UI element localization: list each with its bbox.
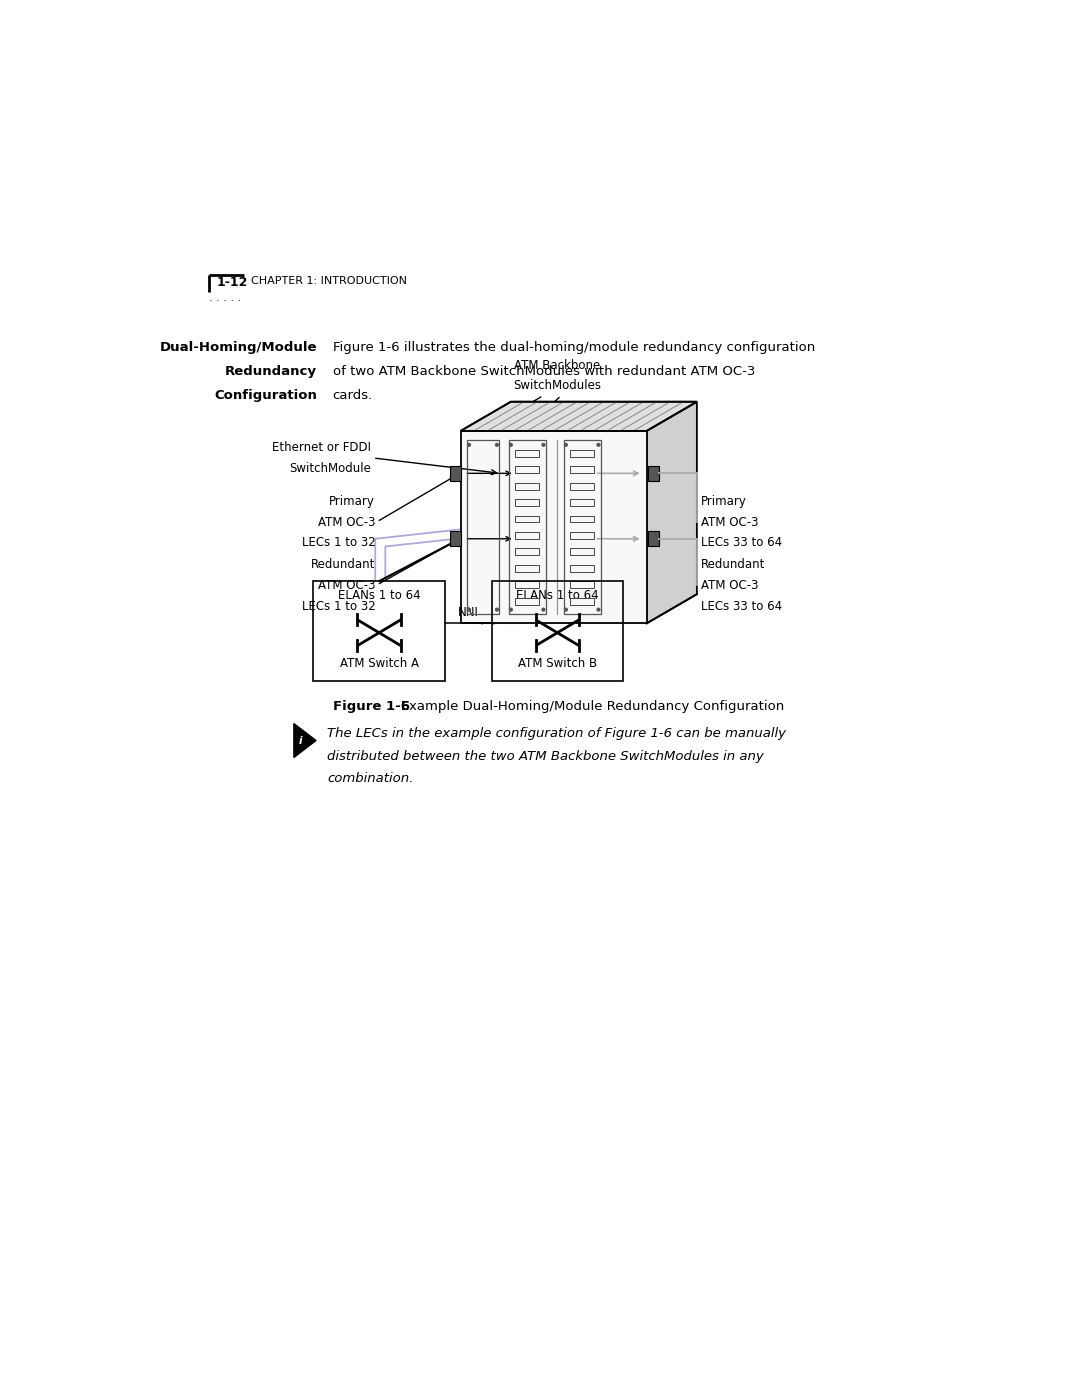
Circle shape bbox=[597, 443, 599, 446]
Bar bbox=[515, 549, 539, 556]
Text: The LECs in the example configuration of Figure 1-6 can be manually: The LECs in the example configuration of… bbox=[327, 728, 786, 740]
Bar bbox=[449, 465, 460, 481]
Circle shape bbox=[510, 608, 512, 610]
Circle shape bbox=[468, 443, 471, 446]
Bar bbox=[467, 440, 499, 615]
Bar bbox=[515, 467, 539, 474]
Text: of two ATM Backbone SwitchModules with redundant ATM OC-3: of two ATM Backbone SwitchModules with r… bbox=[333, 365, 755, 377]
Bar bbox=[570, 532, 594, 539]
Text: Example Dual-Homing/Module Redundancy Configuration: Example Dual-Homing/Module Redundancy Co… bbox=[389, 700, 785, 714]
Text: i: i bbox=[298, 735, 301, 746]
Bar bbox=[570, 564, 594, 571]
Text: ATM Switch B: ATM Switch B bbox=[517, 658, 597, 671]
Text: Primary: Primary bbox=[701, 495, 746, 509]
Text: CHAPTER 1: INTRODUCTION: CHAPTER 1: INTRODUCTION bbox=[252, 277, 407, 286]
Circle shape bbox=[496, 443, 498, 446]
Text: · · · · ·: · · · · · bbox=[208, 296, 241, 306]
Bar bbox=[515, 598, 539, 605]
Bar bbox=[515, 515, 539, 522]
Text: LECs 1 to 32: LECs 1 to 32 bbox=[301, 599, 375, 613]
Text: Ethernet or FDDI: Ethernet or FDDI bbox=[272, 441, 372, 454]
Text: Redundancy: Redundancy bbox=[225, 365, 318, 377]
Bar bbox=[515, 482, 539, 489]
Bar bbox=[515, 581, 539, 588]
Bar bbox=[515, 532, 539, 539]
Bar bbox=[570, 499, 594, 506]
Text: SwitchModule: SwitchModule bbox=[289, 462, 372, 475]
Text: LECs 33 to 64: LECs 33 to 64 bbox=[701, 599, 782, 613]
Polygon shape bbox=[647, 402, 697, 623]
Text: Figure 1-6: Figure 1-6 bbox=[333, 700, 409, 714]
Bar bbox=[491, 581, 623, 682]
Text: Primary: Primary bbox=[329, 495, 375, 509]
Polygon shape bbox=[460, 402, 697, 432]
Text: Dual-Homing/Module: Dual-Homing/Module bbox=[160, 341, 318, 353]
Text: ELANs 1 to 64: ELANs 1 to 64 bbox=[516, 588, 598, 602]
Text: cards.: cards. bbox=[333, 388, 373, 401]
Circle shape bbox=[565, 443, 567, 446]
Bar bbox=[313, 581, 445, 682]
Circle shape bbox=[468, 608, 471, 610]
Bar bbox=[509, 440, 545, 615]
Bar bbox=[570, 467, 594, 474]
Bar bbox=[570, 598, 594, 605]
Text: ATM OC-3: ATM OC-3 bbox=[318, 515, 375, 528]
Text: SwitchModules: SwitchModules bbox=[513, 379, 602, 391]
Text: ATM OC-3: ATM OC-3 bbox=[701, 515, 758, 528]
Text: LECs 33 to 64: LECs 33 to 64 bbox=[701, 536, 782, 549]
Bar bbox=[449, 531, 460, 546]
Bar bbox=[570, 515, 594, 522]
Text: ATM Switch A: ATM Switch A bbox=[339, 658, 419, 671]
Text: ATM OC-3: ATM OC-3 bbox=[701, 578, 758, 592]
Circle shape bbox=[496, 608, 498, 610]
Text: 1-12: 1-12 bbox=[216, 277, 247, 289]
Circle shape bbox=[510, 443, 512, 446]
Text: distributed between the two ATM Backbone SwitchModules in any: distributed between the two ATM Backbone… bbox=[327, 750, 764, 763]
Text: NNI: NNI bbox=[458, 606, 478, 619]
Bar bbox=[648, 465, 659, 481]
Circle shape bbox=[542, 443, 544, 446]
Text: combination.: combination. bbox=[327, 773, 414, 785]
Text: LECs 1 to 32: LECs 1 to 32 bbox=[301, 536, 375, 549]
Bar bbox=[570, 549, 594, 556]
Bar bbox=[515, 450, 539, 457]
Bar bbox=[570, 482, 594, 489]
Bar bbox=[570, 450, 594, 457]
Bar bbox=[515, 499, 539, 506]
Text: Configuration: Configuration bbox=[214, 388, 318, 401]
Bar bbox=[570, 581, 594, 588]
Bar bbox=[648, 531, 659, 546]
Text: ATM OC-3: ATM OC-3 bbox=[318, 578, 375, 592]
Text: Redundant: Redundant bbox=[311, 557, 375, 571]
Bar bbox=[564, 440, 600, 615]
Text: Redundant: Redundant bbox=[701, 557, 765, 571]
Circle shape bbox=[542, 608, 544, 610]
Text: ATM Backbone: ATM Backbone bbox=[514, 359, 600, 373]
Bar bbox=[515, 564, 539, 571]
Polygon shape bbox=[294, 724, 316, 757]
Polygon shape bbox=[460, 432, 647, 623]
Circle shape bbox=[565, 608, 567, 610]
Text: Figure 1-6 illustrates the dual-homing/module redundancy configuration: Figure 1-6 illustrates the dual-homing/m… bbox=[333, 341, 815, 353]
Circle shape bbox=[597, 608, 599, 610]
Text: ELANs 1 to 64: ELANs 1 to 64 bbox=[338, 588, 420, 602]
